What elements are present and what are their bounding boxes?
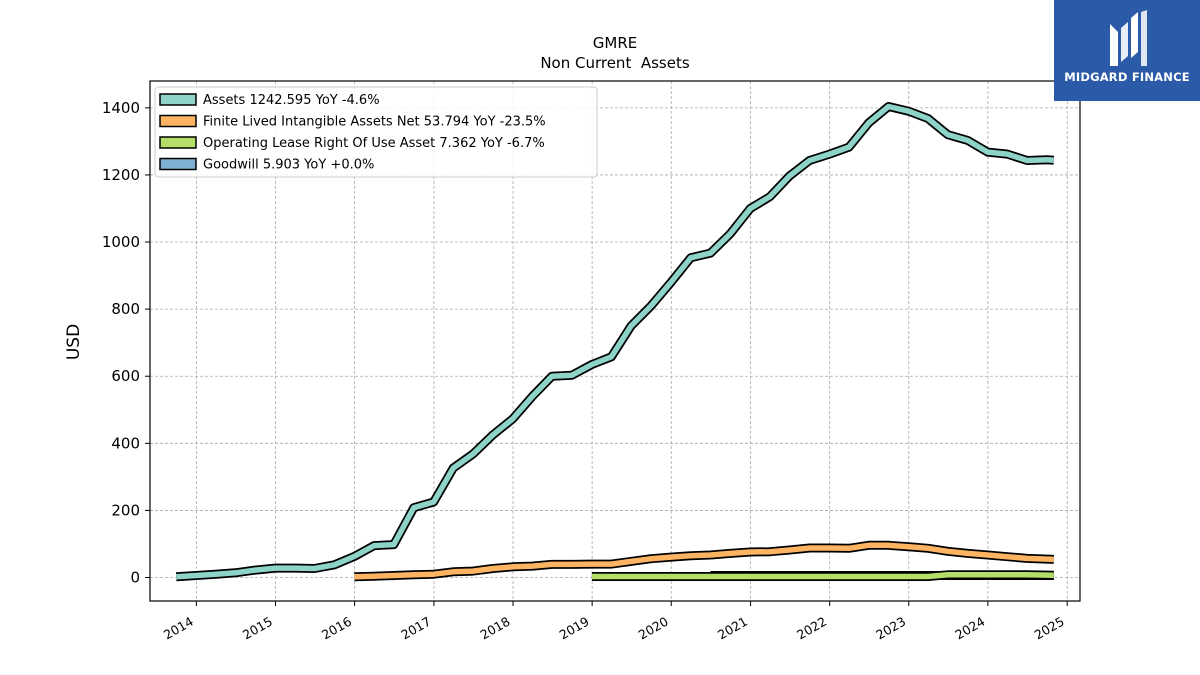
chart-subtitle: Non Current Assets (540, 54, 690, 72)
x-tick-label: 2023 (873, 614, 908, 643)
chart-title: GMRE (593, 34, 637, 52)
legend-frame (154, 86, 598, 178)
x-tick-label: 2019 (557, 614, 592, 643)
legend-swatch (159, 93, 197, 106)
series-line (354, 542, 1054, 580)
y-tick-label: 0 (130, 569, 140, 587)
logo-text: MIDGARD FINANCE (1064, 70, 1190, 84)
series-2 (591, 570, 1054, 581)
series-1 (354, 540, 1054, 582)
series-0 (175, 102, 1055, 582)
legend-label: Finite Lived Intangible Assets Net 53.79… (203, 115, 546, 130)
x-tick-label: 2014 (161, 614, 196, 643)
legend-swatch (159, 114, 197, 128)
x-tick-label: 2018 (477, 614, 512, 643)
x-tick-label: 2017 (398, 614, 433, 643)
y-tick-label: 800 (111, 300, 140, 318)
y-tick-label: 1400 (102, 99, 140, 117)
x-tick-label: 2021 (715, 614, 750, 643)
y-tick-label: 1000 (102, 233, 140, 251)
y-axis-label: USD (64, 324, 84, 360)
legend-label: Goodwill 5.903 YoY +0.0% (203, 158, 374, 173)
legend-label: Assets 1242.595 YoY -4.6% (203, 93, 380, 108)
y-tick-label: 1200 (102, 166, 140, 184)
x-tick-label: 2020 (636, 614, 671, 643)
x-tick-label: 2016 (319, 614, 354, 643)
logo-mark-icon (1110, 10, 1147, 66)
plot-frame (149, 80, 1081, 602)
y-tick-label: 400 (111, 434, 140, 452)
legend-swatch (159, 157, 197, 171)
legend-swatch (159, 136, 197, 149)
series-lines (175, 102, 1055, 582)
legend-label: Operating Lease Right Of Use Asset 7.362… (203, 136, 545, 151)
legend: Assets 1242.595 YoY -4.6% Finite Lived In… (154, 86, 598, 178)
y-tick-label: 600 (111, 367, 140, 385)
brand-logo: MIDGARD FINANCE (1054, 0, 1200, 101)
x-tick-label: 2024 (952, 614, 987, 643)
y-tick-label: 200 (111, 501, 140, 519)
x-tick-label: 2015 (240, 614, 275, 643)
x-tick-label: 2022 (794, 614, 829, 643)
series-line (176, 103, 1054, 580)
series-line (591, 572, 1054, 580)
x-tick-label: 2025 (1032, 614, 1067, 643)
